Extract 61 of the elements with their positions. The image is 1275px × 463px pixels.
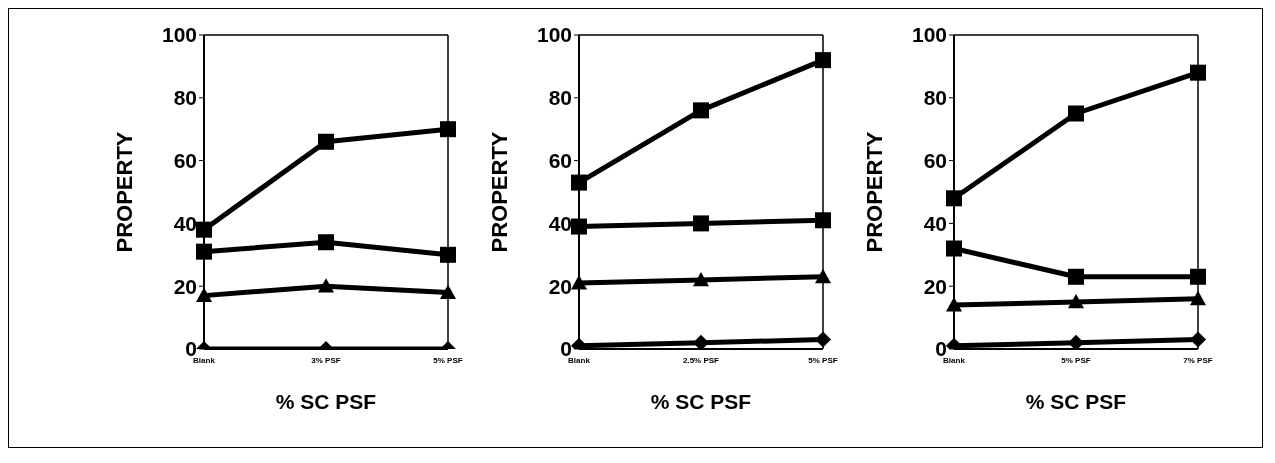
y-tick-label: 80	[173, 86, 197, 110]
x-tick-label: Blank	[568, 355, 591, 365]
point	[815, 268, 831, 284]
y-tick-label: 100	[536, 23, 572, 47]
point	[815, 52, 831, 69]
y-tick-label: 60	[548, 149, 572, 173]
point	[815, 331, 831, 348]
point	[1190, 331, 1206, 348]
point	[1068, 268, 1084, 285]
point	[1190, 268, 1206, 285]
point	[693, 334, 709, 349]
y-tick-label: 40	[173, 211, 197, 235]
point	[440, 284, 456, 299]
point	[1190, 64, 1206, 81]
y-tick-label: 80	[548, 86, 572, 110]
point	[318, 133, 334, 150]
y-tick-label: 20	[548, 274, 572, 298]
x-tick-label: 5% PSF	[433, 355, 463, 365]
y-axis-title: PROPERTY	[111, 131, 137, 253]
x-tick-label: 5% PSF	[808, 355, 838, 365]
x-axis-title: % SC PSF	[1025, 390, 1127, 413]
point	[815, 212, 831, 229]
point	[440, 246, 456, 263]
y-tick-label: 100	[161, 23, 197, 47]
y-axis-title: PROPERTY	[861, 131, 887, 253]
point	[946, 190, 962, 207]
x-axis-title: % SC PSF	[650, 390, 752, 413]
point	[946, 297, 962, 312]
y-tick-label: 40	[548, 211, 572, 235]
point	[318, 234, 334, 251]
x-tick-label: 3% PSF	[311, 355, 341, 365]
point	[318, 278, 334, 293]
point	[196, 287, 212, 303]
x-tick-label: 5% PSF	[1061, 355, 1091, 365]
y-axis-title: PROPERTY	[486, 131, 512, 253]
point	[1068, 105, 1084, 122]
point	[196, 221, 212, 238]
x-tick-label: Blank	[193, 355, 216, 365]
y-tick-label: 80	[923, 86, 947, 110]
y-tick-label: 100	[911, 23, 947, 47]
y-tick-label: 20	[173, 274, 197, 298]
x-tick-label: Blank	[943, 355, 966, 365]
y-tick-label: 20	[923, 274, 947, 298]
x-tick-label: 2.5% PSF	[682, 355, 720, 365]
x-tick-label: 7% PSF	[1183, 355, 1213, 365]
point	[1068, 293, 1084, 309]
point	[1068, 334, 1084, 349]
x-axis-title: % SC PSF	[275, 390, 377, 413]
point	[196, 243, 212, 260]
y-tick-label: 60	[923, 149, 947, 173]
point	[693, 215, 709, 232]
point	[693, 271, 709, 287]
y-tick-label: 40	[923, 211, 947, 235]
point	[693, 102, 709, 119]
point	[571, 218, 587, 235]
y-tick-label: 60	[173, 149, 197, 173]
point	[946, 240, 962, 257]
point	[571, 174, 587, 191]
point	[1190, 290, 1206, 306]
point	[571, 275, 587, 290]
point	[440, 121, 456, 138]
